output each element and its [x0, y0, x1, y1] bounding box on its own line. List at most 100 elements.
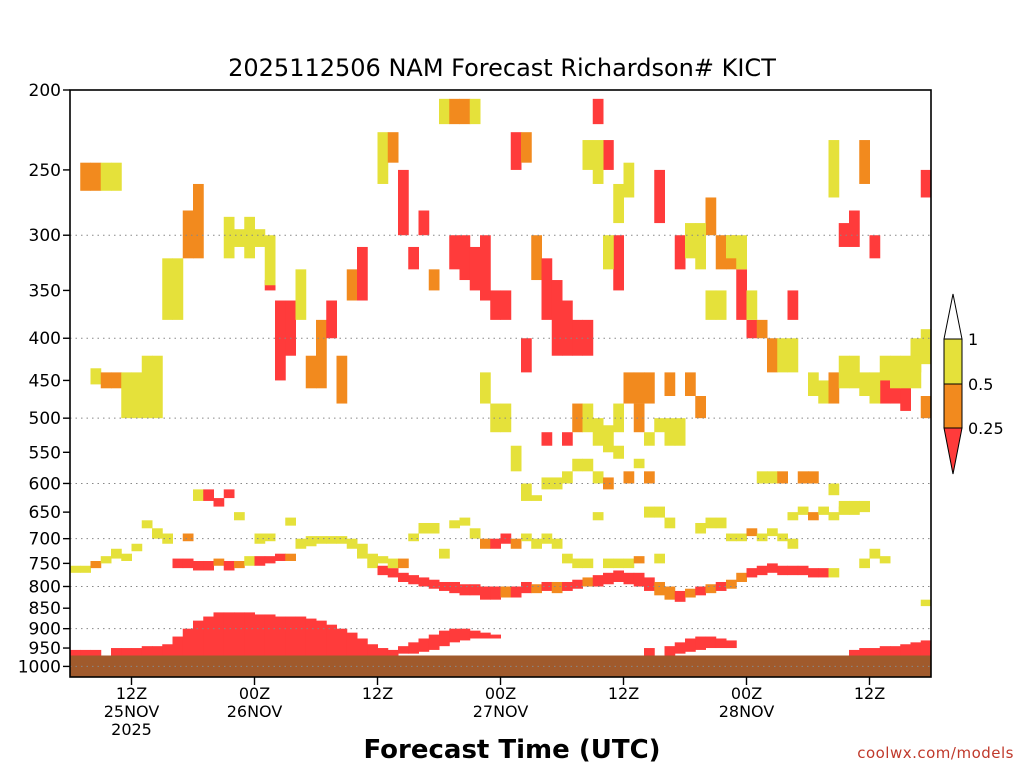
heatmap-cell: [705, 517, 717, 529]
heatmap-cell: [531, 235, 542, 281]
y-tick-label: 400: [29, 329, 61, 349]
heatmap-cell: [305, 536, 317, 547]
heatmap-cell: [408, 642, 419, 654]
heatmap-cell: [777, 565, 788, 576]
heatmap-cell: [654, 418, 665, 433]
heatmap-cell: [100, 372, 112, 389]
heatmap-cell: [387, 558, 399, 569]
heatmap-cell: [756, 319, 768, 339]
heatmap-cell: [808, 471, 819, 484]
heatmap-cell: [592, 471, 604, 484]
heatmap-cell: [387, 132, 399, 163]
heatmap-cell: [910, 642, 922, 656]
heatmap-cell: [869, 648, 881, 656]
heatmap-cell: [244, 556, 255, 566]
heatmap-cell: [480, 538, 491, 549]
heatmap-cell: [767, 563, 778, 573]
heatmap-cell: [828, 568, 840, 578]
heatmap-cell: [80, 162, 91, 191]
heatmap-cell: [490, 586, 501, 600]
heatmap-cell: [613, 235, 624, 291]
heatmap-cell: [695, 522, 706, 534]
heatmap-cell: [664, 517, 676, 529]
legend-label: 1: [968, 330, 978, 349]
heatmap-cell: [654, 169, 665, 224]
heatmap-cell: [859, 140, 870, 184]
heatmap-cell: [695, 586, 706, 596]
heatmap-cell: [920, 329, 931, 365]
heatmap-cell: [213, 612, 225, 656]
heatmap-cells: [70, 98, 931, 658]
heatmap-cell: [387, 568, 399, 578]
heatmap-cell: [685, 638, 696, 652]
heatmap-cell: [603, 572, 614, 585]
heatmap-cell: [705, 290, 717, 320]
heatmap-cell: [869, 372, 881, 404]
heatmap-cell: [418, 522, 430, 534]
heatmap-cell: [562, 300, 573, 356]
heatmap-cell: [377, 565, 389, 576]
y-tick-label: 650: [29, 503, 61, 523]
heatmap-cell: [695, 396, 706, 419]
heatmap-cell: [736, 269, 747, 320]
heatmap-cell: [377, 132, 389, 184]
heatmap-cell: [736, 235, 747, 270]
y-tick-label: 250: [29, 161, 61, 181]
heatmap-cell: [592, 512, 604, 521]
heatmap-cell: [193, 183, 204, 259]
heatmap-cell: [664, 372, 676, 397]
heatmap-cell: [480, 632, 491, 639]
heatmap-cell: [193, 489, 204, 501]
heatmap-cell: [551, 581, 563, 594]
heatmap-cell: [797, 506, 809, 515]
heatmap-cell: [541, 432, 553, 446]
heatmap-cell: [592, 98, 604, 125]
heatmap-cell: [603, 425, 614, 453]
heatmap-cell: [449, 520, 460, 529]
heatmap-cell: [490, 634, 501, 639]
heatmap-cell: [193, 560, 204, 571]
heatmap-cell: [111, 372, 122, 389]
heatmap-cell: [234, 229, 245, 247]
heatmap-cell: [767, 338, 778, 373]
heatmap-cell: [685, 223, 696, 259]
y-tick-label: 500: [29, 409, 61, 429]
heatmap-cell: [367, 553, 378, 569]
heatmap-cell: [592, 575, 604, 587]
heatmap-cell: [674, 642, 686, 654]
heatmap-cell: [182, 628, 194, 656]
heatmap-cell: [408, 246, 419, 270]
heatmap-cell: [572, 403, 583, 433]
x-tick-label: 27NOV: [473, 702, 529, 721]
source-credit: coolwx.com/models: [857, 744, 1014, 762]
heatmap-cell: [357, 638, 368, 656]
heatmap-cell: [777, 533, 788, 542]
heatmap-cell: [859, 500, 870, 513]
heatmap-cell: [449, 235, 460, 270]
heatmap-cell: [767, 471, 778, 484]
heatmap-cell: [234, 512, 245, 521]
heatmap-cell: [275, 553, 286, 561]
heatmap-cell: [562, 432, 573, 446]
heatmap-cell: [213, 558, 225, 566]
heatmap-cell: [346, 538, 358, 549]
heatmap-cell: [736, 533, 747, 542]
heatmap-cell: [490, 403, 501, 433]
heatmap-cell: [285, 553, 296, 561]
heatmap-cell: [869, 235, 881, 259]
heatmap-cell: [705, 636, 717, 649]
heatmap-cell: [715, 638, 727, 649]
y-tick-label: 1000: [18, 657, 61, 677]
heatmap-cell: [541, 258, 553, 320]
heatmap-cell: [603, 477, 614, 490]
y-tick-label: 450: [29, 371, 61, 391]
heatmap-cell: [736, 572, 747, 582]
heatmap-cell: [70, 565, 81, 573]
legend-label: 0.5: [968, 375, 993, 394]
heatmap-cell: [428, 579, 440, 589]
pressure-gridlines: [70, 234, 931, 667]
heatmap-cell: [849, 500, 860, 513]
heatmap-cell: [705, 197, 717, 236]
heatmap-cell: [367, 644, 378, 656]
